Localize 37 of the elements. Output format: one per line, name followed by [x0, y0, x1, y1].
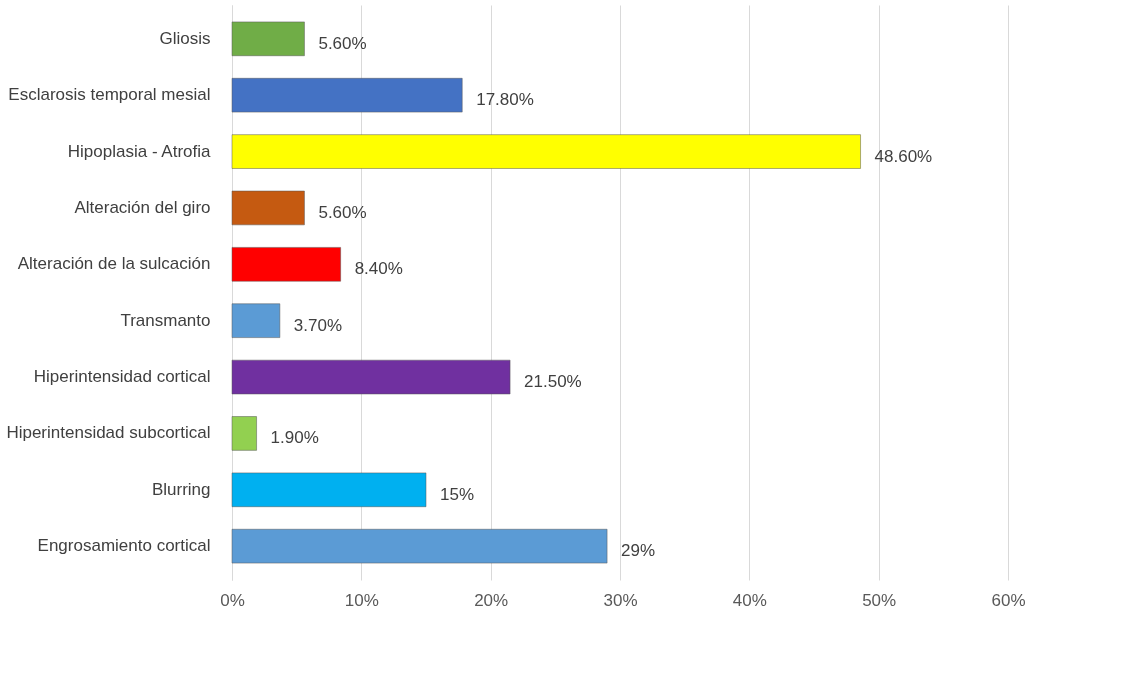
data-label: 15%: [440, 484, 475, 504]
x-tick-label: 30%: [603, 590, 638, 610]
bar: [231, 78, 463, 113]
y-tick-label: Esclarosis temporal mesial: [8, 85, 211, 105]
x-tick-label: 20%: [474, 590, 509, 610]
y-tick-label: Hipoplasia - Atrofia: [67, 141, 212, 161]
y-tick-label: Transmanto: [120, 310, 211, 330]
data-label: 21.50%: [524, 372, 582, 392]
y-tick-label: Hiperintensidad cortical: [33, 367, 211, 387]
y-tick-label: Hiperintensidad subcortical: [6, 423, 211, 443]
x-tick-label: 50%: [862, 590, 897, 610]
y-tick-label: Blurring: [151, 479, 211, 499]
bar: [231, 472, 427, 507]
bar: [231, 416, 257, 451]
bar: [231, 359, 511, 395]
x-tick-label: 10%: [344, 590, 379, 610]
data-label: 5.60%: [318, 33, 367, 53]
x-tick-label: 40%: [732, 590, 767, 610]
x-tick-label: 60%: [991, 590, 1026, 610]
data-label: 48.60%: [874, 146, 933, 166]
bar: [231, 134, 861, 169]
bar: [231, 190, 305, 226]
y-tick-label: Engrosamiento cortical: [37, 536, 211, 556]
data-label: 8.40%: [354, 259, 403, 279]
data-label: 3.70%: [293, 315, 343, 335]
data-label: 1.90%: [270, 428, 319, 448]
data-label: 5.60%: [318, 202, 367, 222]
data-label: 17.80%: [476, 90, 534, 110]
y-tick-label: Alteración de la sulcación: [17, 254, 211, 274]
bar: [231, 247, 341, 282]
bar: [231, 529, 608, 564]
bar: [231, 21, 305, 56]
bar: [231, 303, 281, 338]
y-tick-label: Gliosis: [159, 28, 211, 48]
y-tick-label: Alteración del giro: [74, 197, 211, 217]
data-label: 29%: [621, 541, 656, 561]
x-tick-label: 0%: [220, 590, 245, 610]
